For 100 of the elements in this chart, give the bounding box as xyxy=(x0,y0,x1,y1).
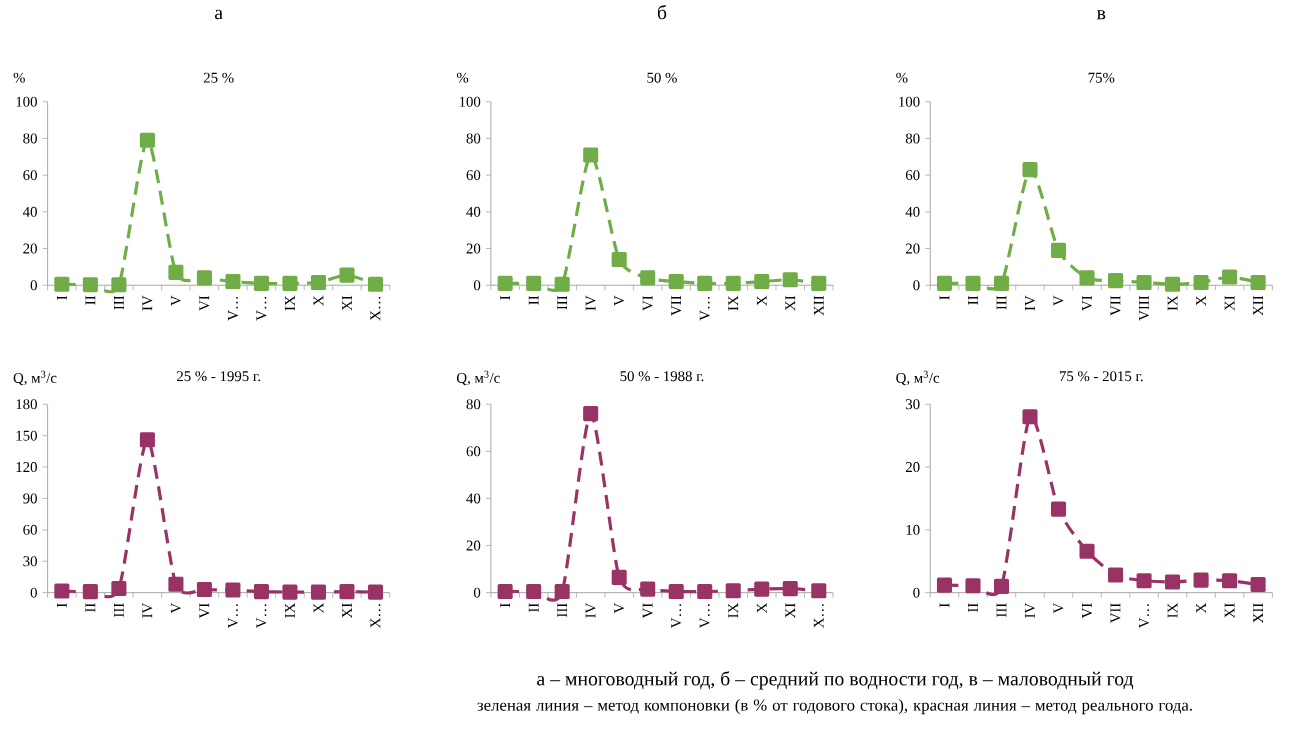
y-tick-label: 40 xyxy=(466,493,481,504)
x-tick-label: II xyxy=(85,603,96,612)
x-tick-label: III xyxy=(114,603,124,617)
point xyxy=(367,276,384,292)
y-tick-label: 80 xyxy=(23,133,37,144)
x-tick-label: V xyxy=(1053,295,1064,306)
point xyxy=(1193,572,1209,588)
y-tick-label: 80 xyxy=(905,133,920,144)
y-tick-label: 20 xyxy=(23,243,37,254)
point xyxy=(936,275,953,291)
point xyxy=(1050,242,1067,258)
point xyxy=(1250,274,1266,290)
point xyxy=(54,583,70,599)
x-tick-label: III xyxy=(114,295,124,310)
point xyxy=(1022,409,1038,425)
point xyxy=(497,583,513,599)
x-tick-label: XII xyxy=(813,295,824,316)
y-tick-label: 30 xyxy=(906,399,920,410)
x-tick-label: IX xyxy=(728,295,739,311)
x-tick-label: VI xyxy=(642,295,653,311)
point xyxy=(339,267,355,283)
x-tick-label: III xyxy=(996,295,1007,310)
x-tick-label: I xyxy=(57,603,67,607)
x-tick-label: V… xyxy=(671,604,682,628)
x-tick-label: X xyxy=(313,295,324,306)
x-tick-label: V… xyxy=(256,604,267,628)
x-tick-label: X… xyxy=(370,296,381,321)
point xyxy=(583,405,599,421)
y-tick-label: 0 xyxy=(473,587,481,598)
point xyxy=(554,583,570,599)
x-tick-label: V… xyxy=(699,296,710,321)
y-tick-label: 80 xyxy=(466,133,481,144)
point xyxy=(367,584,384,600)
point xyxy=(196,581,212,597)
x-tick-label: VI xyxy=(1082,603,1092,619)
x-tick-label: X… xyxy=(813,604,824,628)
x-tick-label: VII xyxy=(1110,603,1121,623)
y-tick-label: 80 xyxy=(466,399,481,410)
y-tick-label: 120 xyxy=(16,461,37,472)
x-tick-label: IV xyxy=(1025,602,1035,618)
point xyxy=(1079,543,1095,559)
point xyxy=(640,581,656,597)
y-tick-label: 0 xyxy=(30,587,37,598)
text: зеленая линия – метод компоновки (в % от годового стока), красная линия – метод реального года. xyxy=(477,698,1192,714)
point xyxy=(82,276,98,293)
y-tick-label: 0 xyxy=(913,280,920,291)
point xyxy=(1079,270,1095,286)
x-tick-label: VI xyxy=(1082,295,1092,311)
point xyxy=(1165,574,1181,590)
y-tick-label: 100 xyxy=(459,96,481,107)
chart-title: 75 % - 2015 г. xyxy=(1059,370,1143,382)
y-tick-label: 20 xyxy=(905,243,920,254)
point xyxy=(754,581,770,597)
point xyxy=(1108,272,1124,288)
point xyxy=(225,582,241,598)
x-tick-label: IX xyxy=(1167,295,1178,311)
point xyxy=(1022,161,1038,177)
point xyxy=(168,576,184,592)
y-tick-label: 40 xyxy=(466,206,481,217)
point xyxy=(225,273,241,289)
x-tick-label: II xyxy=(968,295,978,305)
chart-subtitle: 25 % xyxy=(203,72,234,83)
point xyxy=(82,583,98,599)
point xyxy=(1165,276,1181,292)
y-axis-title: Q, м$^{3}$/с xyxy=(456,370,500,386)
point xyxy=(811,275,827,291)
x-tick-label: V xyxy=(614,295,625,306)
point xyxy=(640,270,656,286)
point xyxy=(1050,501,1067,517)
y-tick-label: 100 xyxy=(16,96,37,107)
point xyxy=(782,271,798,288)
x-tick-label: I xyxy=(500,295,510,300)
point xyxy=(310,584,326,600)
point xyxy=(965,275,981,291)
chart-title: в xyxy=(1096,10,1106,20)
x-tick-label: IX xyxy=(285,295,295,311)
x-tick-label: XI xyxy=(342,295,352,311)
x-tick-label: VII xyxy=(671,295,682,316)
point xyxy=(310,274,326,290)
point xyxy=(339,583,355,599)
y-axis-title: Q, м$^{3}$/с xyxy=(13,370,57,386)
x-tick-label: V xyxy=(170,602,181,614)
y-tick-label: 60 xyxy=(466,169,481,180)
chart-subtitle: 75% xyxy=(1088,72,1115,83)
point xyxy=(611,251,627,267)
x-tick-label: IV xyxy=(585,295,596,311)
y-axis-title: % xyxy=(13,72,25,83)
point xyxy=(168,264,184,280)
x-tick-label: X xyxy=(313,602,324,613)
x-tick-label: XI xyxy=(1224,295,1235,311)
x-tick-label: X… xyxy=(370,604,381,628)
point xyxy=(526,275,542,291)
point xyxy=(668,273,684,289)
point xyxy=(497,275,513,291)
chart-title: 50 % - 1988 г. xyxy=(620,370,704,382)
x-tick-label: X xyxy=(756,602,767,613)
x-tick-label: VII xyxy=(1110,295,1121,316)
x-tick-label: XI xyxy=(1224,603,1235,618)
x-tick-label: I xyxy=(500,603,510,607)
y-tick-label: 20 xyxy=(905,461,920,472)
